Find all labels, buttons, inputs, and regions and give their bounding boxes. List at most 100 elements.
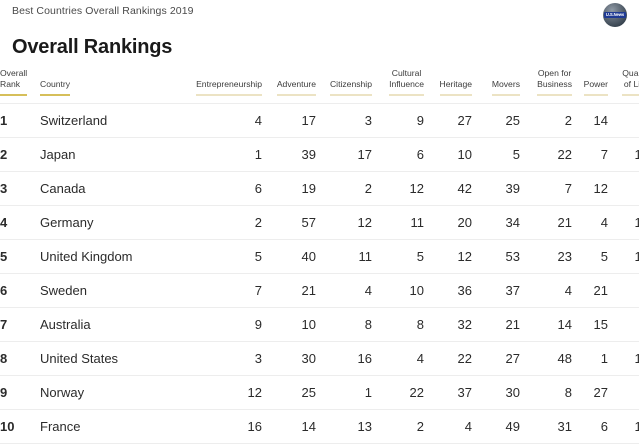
cell-power: 15 [572, 307, 608, 342]
header-line1: Heritage [439, 78, 472, 89]
column-header-label: Quality of Life [622, 68, 639, 96]
cell-open-for-business: 7 [520, 171, 572, 206]
cell-cultural-influence: 5 [372, 239, 424, 274]
cell-heritage: 22 [424, 341, 472, 376]
usnews-logo-icon: U.S.News [603, 3, 627, 27]
table-header-row: Overall Rank Country Entrepreneurship [0, 68, 639, 104]
cell-entrepreneurship: 4 [180, 103, 262, 138]
cell-citizenship: 8 [316, 307, 372, 342]
cell-overall-rank: 5 [0, 239, 40, 274]
cell-movers: 5 [472, 137, 520, 172]
cell-citizenship: 1 [316, 375, 372, 410]
column-header-country[interactable]: Country [40, 68, 180, 104]
cell-entrepreneurship: 12 [180, 375, 262, 410]
cell-entrepreneurship: 7 [180, 273, 262, 308]
cell-country[interactable]: Canada [40, 171, 180, 206]
header-line1: Movers [491, 78, 520, 89]
column-header-label: Heritage [439, 78, 472, 96]
cell-country[interactable]: Sweden [40, 273, 180, 308]
column-header-movers[interactable]: Movers [472, 68, 520, 104]
cell-power: 5 [572, 239, 608, 274]
cell-citizenship: 12 [316, 205, 372, 240]
cell-heritage: 20 [424, 205, 472, 240]
column-header-label: Country [40, 79, 71, 96]
cell-overall-rank: 1 [0, 103, 40, 138]
cell-country[interactable]: United Kingdom [40, 239, 180, 274]
column-header-label: Movers [491, 78, 520, 96]
table-row[interactable]: 3Canada61921242397121 [0, 171, 639, 206]
cell-power: 14 [572, 103, 608, 138]
cell-quality-of-life: 10 [608, 205, 639, 240]
cell-quality-of-life: 1 [608, 171, 639, 206]
cell-power: 12 [572, 171, 608, 206]
cell-quality-of-life: 7 [608, 307, 639, 342]
header-line1: Open for [537, 68, 572, 78]
cell-citizenship: 4 [316, 273, 372, 308]
cell-heritage: 36 [424, 273, 472, 308]
cell-country[interactable]: Australia [40, 307, 180, 342]
table-body: 1Switzerland41739272521452Japan139176105… [0, 103, 639, 444]
column-header-citizenship[interactable]: Citizenship [316, 68, 372, 104]
column-header-open-for-business[interactable]: Open for Business [520, 68, 572, 104]
cell-country[interactable]: Norway [40, 375, 180, 410]
cell-citizenship: 2 [316, 171, 372, 206]
column-header-heritage[interactable]: Heritage [424, 68, 472, 104]
cell-entrepreneurship: 2 [180, 205, 262, 240]
cell-entrepreneurship: 1 [180, 137, 262, 172]
column-header-label: Overall Rank [0, 68, 28, 96]
column-header-adventure[interactable]: Adventure [262, 68, 316, 104]
cell-overall-rank: 4 [0, 205, 40, 240]
cell-citizenship: 3 [316, 103, 372, 138]
header-line1: Adventure [276, 78, 316, 89]
cell-movers: 37 [472, 273, 520, 308]
header-line2: Influence [389, 78, 424, 89]
cell-cultural-influence: 11 [372, 205, 424, 240]
cell-cultural-influence: 6 [372, 137, 424, 172]
cell-country[interactable]: Germany [40, 205, 180, 240]
cell-citizenship: 11 [316, 239, 372, 274]
cell-adventure: 19 [262, 171, 316, 206]
cell-cultural-influence: 8 [372, 307, 424, 342]
cell-country[interactable]: Switzerland [40, 103, 180, 138]
column-header-quality-of-life[interactable]: Quality of Life [608, 68, 639, 104]
column-header-power[interactable]: Power [572, 68, 608, 104]
table-row[interactable]: 6Sweden72141036374212 [0, 273, 639, 308]
cell-adventure: 57 [262, 205, 316, 240]
column-header-overall-rank[interactable]: Overall Rank [0, 68, 40, 104]
header-line2: Rank [0, 78, 21, 89]
breadcrumb: Best Countries Overall Rankings 2019 [12, 5, 194, 17]
cell-adventure: 30 [262, 341, 316, 376]
cell-overall-rank: 2 [0, 137, 40, 172]
rankings-page: Best Countries Overall Rankings 2019 U.S… [0, 3, 639, 444]
cell-quality-of-life: 4 [608, 375, 639, 410]
cell-heritage: 27 [424, 103, 472, 138]
column-header-cultural-influence[interactable]: Cultural Influence [372, 68, 424, 104]
table-row[interactable]: 7Australia91088322114157 [0, 307, 639, 342]
cell-adventure: 40 [262, 239, 316, 274]
cell-overall-rank: 9 [0, 375, 40, 410]
cell-entrepreneurship: 5 [180, 239, 262, 274]
cell-cultural-influence: 12 [372, 171, 424, 206]
table-row[interactable]: 4Germany2571211203421410 [0, 205, 639, 240]
cell-adventure: 21 [262, 273, 316, 308]
cell-country[interactable]: United States [40, 341, 180, 376]
cell-open-for-business: 21 [520, 205, 572, 240]
cell-movers: 25 [472, 103, 520, 138]
cell-open-for-business: 23 [520, 239, 572, 274]
cell-cultural-influence: 4 [372, 341, 424, 376]
header-line1: Cultural [391, 68, 422, 78]
cell-country[interactable]: Japan [40, 137, 180, 172]
table-row[interactable]: 1Switzerland4173927252145 [0, 103, 639, 138]
header-line1: Quality [622, 68, 639, 78]
cell-cultural-influence: 10 [372, 273, 424, 308]
column-header-entrepreneurship[interactable]: Entrepreneurship [180, 68, 262, 104]
cell-movers: 30 [472, 375, 520, 410]
cell-overall-rank: 7 [0, 307, 40, 342]
header-line1: Citizenship [329, 78, 372, 89]
cell-movers: 21 [472, 307, 520, 342]
header-line2: of Life [623, 78, 639, 89]
table-row[interactable]: 9Norway122512237308274 [0, 375, 639, 410]
